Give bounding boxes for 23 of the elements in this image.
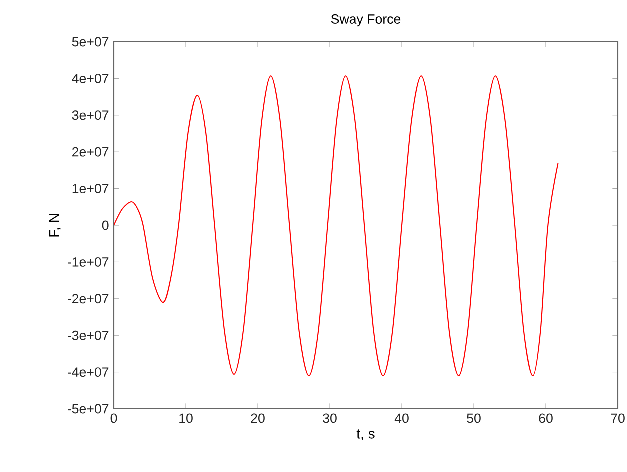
y-tick-label: 4e+07: [72, 74, 109, 84]
y-tick-label: -2e+07: [68, 294, 109, 304]
y-tick-label: 5e+07: [72, 37, 109, 47]
y-tick-label: 3e+07: [72, 110, 109, 120]
y-tick-label: -4e+07: [68, 368, 109, 378]
x-tick-label: 50: [467, 414, 481, 424]
y-tick-label: -1e+07: [68, 257, 109, 267]
x-tick-label: 30: [323, 414, 337, 424]
x-axis-title: t, s: [356, 430, 375, 440]
x-tick-label: 10: [180, 414, 193, 424]
y-tick-label: 1e+07: [72, 184, 109, 194]
chart-title: Sway Force: [331, 14, 401, 27]
y-tick-label: 0: [102, 220, 109, 230]
x-tick-label: 0: [110, 414, 118, 424]
x-tick-label: 70: [611, 414, 625, 424]
line-series: [114, 76, 559, 377]
x-tick-label: 60: [539, 414, 553, 424]
x-tick-label: 20: [251, 414, 265, 424]
x-tick-label: 40: [394, 414, 409, 424]
y-tick-label: 2e+07: [72, 147, 109, 157]
y-tick-label: -5e+07: [68, 404, 109, 414]
y-tick-label: -3e+07: [68, 330, 109, 340]
y-axis-title: F, N: [50, 214, 61, 237]
